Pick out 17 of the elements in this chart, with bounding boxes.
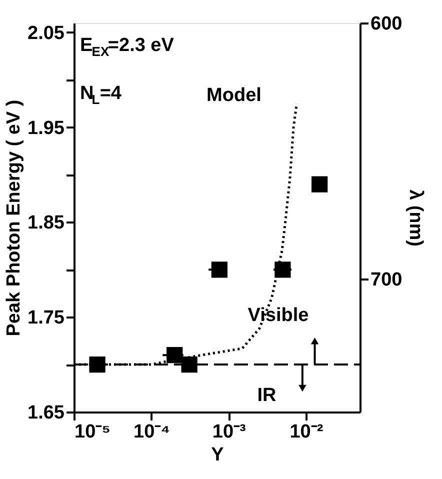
y2-axis-title: λ (nm) <box>405 190 426 246</box>
x-tick-label: 10⁻² <box>290 422 324 442</box>
annotation: IR <box>257 385 276 406</box>
annotation: Model <box>206 85 262 106</box>
x-tick-label: 10⁻⁵ <box>74 422 111 442</box>
x-axis-title: Y <box>211 444 224 466</box>
y2-tick-label: 600 <box>370 14 402 34</box>
x-tick-label: 10⁻³ <box>212 422 246 442</box>
y-tick-label: 2.05 <box>28 22 65 44</box>
y-axis-title: Peak Photon Energy ( eV ) <box>4 100 25 336</box>
y-tick-label: 1.95 <box>28 118 65 139</box>
x-tick-label: 10⁻⁴ <box>134 422 170 442</box>
annotation: Visible <box>248 305 309 326</box>
y-tick-label: 1.75 <box>28 308 65 329</box>
y-tick-label: 1.85 <box>28 212 65 234</box>
y-tick-label: 1.65 <box>28 402 65 424</box>
y2-tick-label: 700 <box>370 269 402 290</box>
